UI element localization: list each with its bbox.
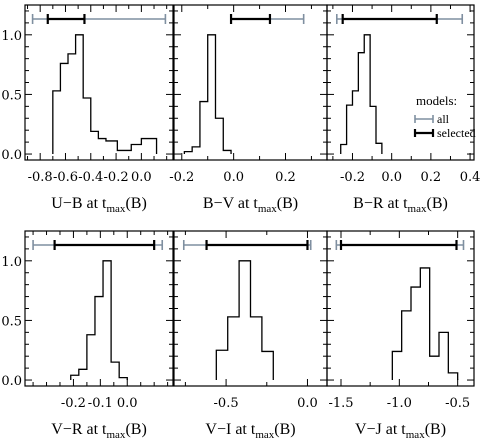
range-selected bbox=[341, 14, 438, 24]
x-axis-label: V−J at tmax(B) bbox=[355, 421, 446, 441]
axes-frame bbox=[24, 230, 174, 387]
y-tick-label: 0.0 bbox=[1, 374, 22, 389]
y-tick-label: 1.0 bbox=[1, 255, 22, 270]
x-tick-label: -0.6 bbox=[53, 170, 78, 185]
x-tick-label: -0.2 bbox=[61, 396, 86, 411]
range-selected bbox=[229, 14, 272, 24]
x-tick-label: -0.2 bbox=[104, 170, 129, 185]
x-axis-label: B−R at tmax(B) bbox=[353, 195, 448, 215]
x-tick-label: -0.2 bbox=[169, 170, 194, 185]
legend-all-label: all bbox=[437, 112, 450, 126]
x-tick-label: 0.2 bbox=[275, 170, 296, 185]
x-axis-label: V−I at tmax(B) bbox=[205, 421, 295, 441]
x-tick-label: 0.0 bbox=[381, 170, 402, 185]
legend-selected-label: selected bbox=[437, 126, 476, 140]
x-tick-label: -0.5 bbox=[214, 396, 239, 411]
histogram bbox=[183, 34, 232, 155]
x-tick-label: 0.4 bbox=[460, 170, 481, 185]
histogram bbox=[391, 267, 459, 381]
y-tick-label: 0.0 bbox=[1, 148, 22, 163]
x-tick-label: -0.4 bbox=[78, 170, 103, 185]
panel-2: -0.2 0.0 0.2 B−V at tmax(B) bbox=[169, 4, 328, 215]
histogram bbox=[340, 34, 383, 155]
range-selected bbox=[53, 240, 156, 250]
range-selected bbox=[46, 14, 86, 24]
axes-frame bbox=[173, 4, 328, 161]
x-tick-label: 0.2 bbox=[421, 170, 442, 185]
x-tick-label: -0.1 bbox=[88, 396, 113, 411]
x-tick-label: -1.0 bbox=[387, 396, 412, 411]
panel-5: -0.5 0.0V−I at tmax(B) bbox=[173, 230, 328, 441]
axes-frame bbox=[326, 230, 475, 387]
x-tick-label: 0.0 bbox=[131, 170, 152, 185]
x-tick-label: -0.2 bbox=[340, 170, 365, 185]
x-tick-label: 0.0 bbox=[223, 170, 244, 185]
x-axis-label: V−R at tmax(B) bbox=[51, 421, 147, 441]
y-tick-label: 0.5 bbox=[1, 314, 22, 329]
panel-4: -0.2 -0.1 0.0 0.0 0.5 1.0 V−R at tmax(B) bbox=[1, 230, 174, 441]
histogram bbox=[52, 34, 158, 155]
x-tick-label: 0.0 bbox=[117, 396, 138, 411]
range-selected bbox=[339, 240, 458, 250]
y-tick-label: 1.0 bbox=[1, 29, 22, 44]
x-tick-label: 0.0 bbox=[297, 396, 318, 411]
panel-1: -0.8 -0.6 -0.4 -0.2 0.00.00.51.0U−B at tmax(… bbox=[1, 4, 174, 215]
x-tick-label: -0.8 bbox=[28, 170, 53, 185]
legend-title: models: bbox=[416, 93, 457, 108]
x-axis-label: B−V at tmax(B) bbox=[203, 195, 298, 215]
panel-6: -1.5 -1.0 -0.5 V−J at tmax(B) bbox=[326, 230, 475, 441]
x-tick-label: -1.5 bbox=[328, 396, 353, 411]
panel-3: -0.2 0.0 0.2 0.4 B−R at tmax(B) models: allsel… bbox=[326, 4, 481, 215]
histogram bbox=[215, 260, 274, 381]
range-selected bbox=[205, 240, 309, 250]
y-tick-label: 0.5 bbox=[1, 88, 22, 103]
x-axis-label: U−B at tmax(B) bbox=[51, 195, 147, 215]
x-tick-label: -0.5 bbox=[445, 396, 470, 411]
histogram bbox=[70, 260, 128, 381]
